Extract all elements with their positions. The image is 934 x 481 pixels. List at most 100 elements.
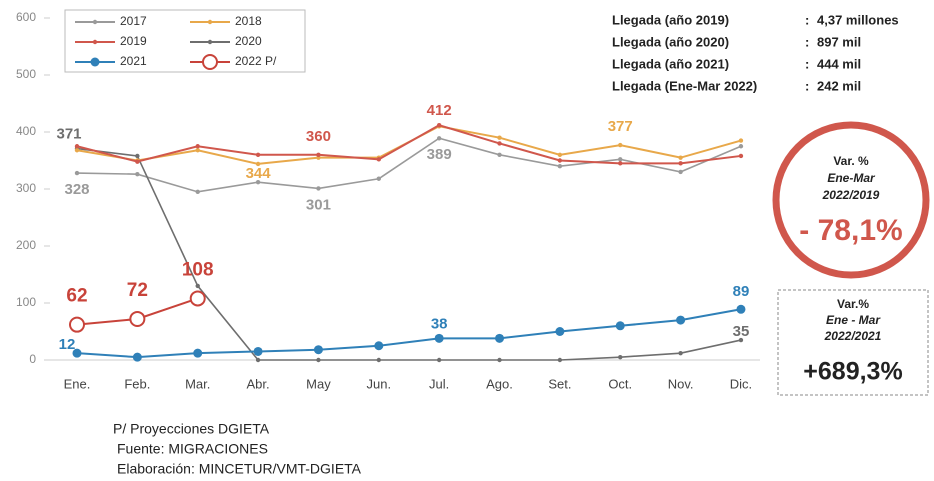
marker	[497, 135, 502, 140]
marker	[92, 19, 98, 25]
x-tick-label: Abr.	[247, 376, 270, 391]
marker	[618, 157, 623, 162]
marker	[738, 337, 744, 343]
marker	[255, 152, 261, 157]
marker	[678, 169, 683, 175]
x-tick-label: Nov.	[668, 376, 694, 391]
marker	[376, 357, 381, 363]
data-label: 35	[733, 323, 750, 340]
marker	[313, 345, 323, 355]
arrival-label: Llegada (año 2019)	[612, 12, 729, 27]
marker	[434, 333, 444, 343]
marker	[436, 122, 442, 128]
marker	[74, 144, 80, 149]
box-value: - 78,1%	[799, 214, 902, 247]
marker	[255, 179, 261, 185]
marker	[736, 304, 746, 314]
marker	[678, 350, 683, 356]
data-label: 72	[127, 280, 148, 301]
marker	[618, 142, 623, 148]
data-label: 301	[306, 196, 331, 213]
y-tick-label: 300	[16, 181, 36, 195]
box-text: 2022/2021	[824, 329, 882, 343]
marker	[436, 136, 442, 141]
arrival-sep: :	[805, 12, 809, 27]
x-tick-label: Jul.	[429, 376, 449, 391]
marker	[316, 357, 321, 363]
series-line	[76, 124, 742, 165]
y-tick-label: 600	[16, 10, 36, 24]
marker	[497, 357, 502, 363]
legend-label: 2020	[235, 34, 262, 48]
marker	[193, 348, 203, 358]
data-label: 371	[56, 125, 81, 142]
x-tick-label: Set.	[548, 376, 571, 391]
legend-label: 2019	[120, 34, 147, 48]
marker	[135, 159, 140, 164]
data-label: 38	[431, 315, 448, 332]
data-label: 389	[427, 146, 452, 163]
marker	[316, 186, 321, 191]
marker	[92, 39, 98, 45]
arrival-sep: :	[805, 78, 809, 93]
marker	[376, 176, 381, 181]
marker	[497, 141, 502, 146]
footnote: Elaboración: MINCETUR/VMT-DGIETA	[117, 461, 362, 477]
footnote: P/ Proyecciones DGIETA	[113, 421, 270, 437]
series-line	[76, 137, 742, 193]
marker	[90, 57, 100, 67]
arrival-label: Llegada (año 2020)	[612, 34, 729, 49]
marker	[74, 148, 80, 153]
variation-box	[777, 289, 929, 396]
x-tick-label: Ene.	[64, 376, 91, 391]
y-tick-label: 100	[16, 295, 36, 309]
marker	[74, 170, 80, 176]
x-tick-label: Jun.	[367, 376, 392, 391]
arrival-value: 242 mil	[817, 78, 861, 93]
marker	[202, 54, 218, 70]
marker	[195, 283, 200, 289]
box-text: Ene - Mar	[826, 313, 881, 327]
marker	[738, 153, 744, 159]
series-line	[76, 147, 742, 361]
box-text: 2022/2019	[822, 188, 880, 202]
y-tick-label: 200	[16, 238, 36, 252]
marker	[135, 171, 140, 177]
y-tick-label: 400	[16, 124, 36, 138]
marker	[618, 161, 623, 166]
arrival-value: 444 mil	[817, 56, 861, 71]
legend-label: 2021	[120, 54, 147, 68]
marker	[676, 315, 686, 325]
data-label: 412	[427, 102, 452, 119]
data-label: 360	[306, 128, 331, 145]
marker	[615, 321, 625, 331]
x-tick-label: May	[306, 376, 331, 391]
arrival-label: Llegada (año 2021)	[612, 56, 729, 71]
marker	[376, 157, 381, 162]
marker	[738, 144, 744, 149]
data-label: 377	[608, 118, 633, 135]
data-label: 344	[246, 165, 272, 182]
marker	[195, 148, 200, 153]
marker	[557, 158, 563, 163]
box-value: +689,3%	[803, 358, 902, 386]
data-label: 12	[59, 336, 76, 353]
marker	[557, 357, 563, 363]
variation-circle	[772, 121, 930, 279]
arrival-sep: :	[805, 34, 809, 49]
marker	[69, 316, 85, 333]
arrival-value: 897 mil	[817, 34, 861, 49]
marker	[253, 346, 263, 356]
y-tick-label: 0	[29, 352, 36, 366]
data-label: 108	[182, 259, 214, 280]
x-tick-label: Dic.	[730, 376, 752, 391]
marker	[678, 155, 683, 160]
marker	[135, 153, 140, 159]
x-tick-label: Feb.	[124, 376, 150, 391]
legend-label: 2018	[235, 14, 262, 28]
x-tick-label: Ago.	[486, 376, 513, 391]
marker	[255, 357, 261, 363]
marker	[678, 161, 683, 166]
marker	[436, 357, 442, 363]
